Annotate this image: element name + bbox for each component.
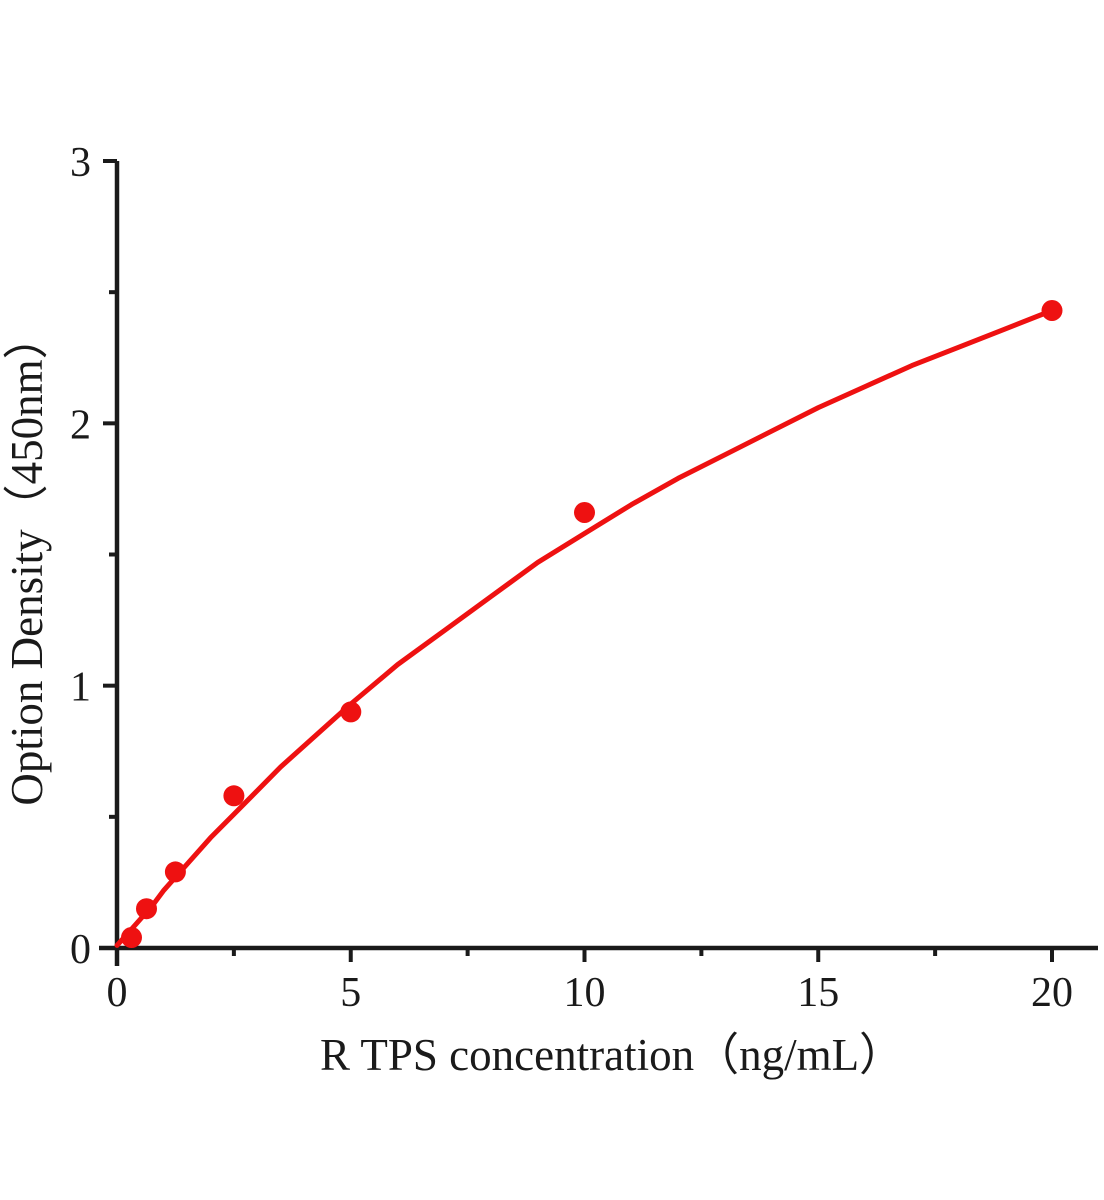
tick-labels: 0 5 10 15 20 0 1 2 3 <box>70 140 1073 1016</box>
y-tick-label: 2 <box>70 402 91 448</box>
data-point <box>223 785 245 807</box>
fit-curve-line <box>114 308 1055 948</box>
y-tick-label: 3 <box>70 140 91 186</box>
x-tick-label: 10 <box>564 970 606 1016</box>
x-tick-label: 5 <box>340 970 361 1016</box>
data-points-group <box>121 300 1063 948</box>
data-point <box>164 861 186 883</box>
x-tick-label: 0 <box>107 970 128 1016</box>
fit-curve-group <box>114 308 1055 948</box>
y-tick-label: 1 <box>70 665 91 711</box>
axes <box>99 159 1098 966</box>
data-point <box>1041 300 1063 321</box>
x-tick-label: 20 <box>1031 970 1073 1016</box>
data-point <box>340 701 362 723</box>
y-tick-label: 0 <box>70 927 91 973</box>
data-point <box>574 502 595 523</box>
x-axis-title: R TPS concentration（ng/mL） <box>320 1030 904 1080</box>
data-point <box>121 927 142 948</box>
x-tick-label: 15 <box>797 970 839 1016</box>
y-axis-title: Option Density（450nm） <box>2 314 52 805</box>
data-point <box>136 898 157 920</box>
